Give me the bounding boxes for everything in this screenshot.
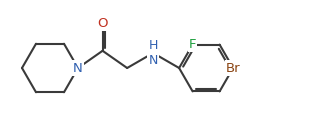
Text: N: N: [73, 61, 83, 75]
Text: Br: Br: [226, 61, 240, 75]
Text: H
N: H N: [149, 39, 158, 67]
Text: F: F: [189, 38, 196, 51]
Text: O: O: [97, 17, 108, 30]
